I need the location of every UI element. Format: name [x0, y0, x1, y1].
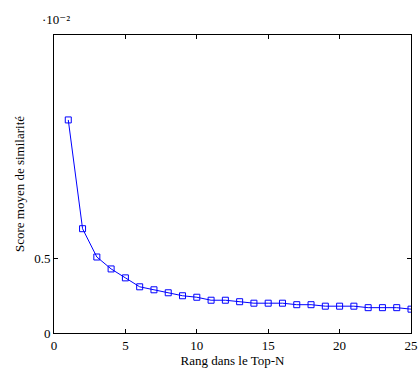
svg-text:0: 0	[44, 326, 51, 341]
svg-text:Score moyen de similarité: Score moyen de similarité	[12, 116, 27, 252]
svg-text:20: 20	[333, 338, 346, 353]
svg-text:0.5: 0.5	[34, 251, 50, 266]
svg-text:25: 25	[405, 338, 418, 353]
svg-text:10: 10	[190, 338, 203, 353]
svg-text:0: 0	[51, 338, 58, 353]
svg-text:5: 5	[122, 338, 128, 353]
svg-text:·10⁻²: ·10⁻²	[42, 12, 70, 27]
svg-text:Rang dans le Top-N: Rang dans le Top-N	[181, 353, 286, 368]
svg-text:15: 15	[262, 338, 275, 353]
